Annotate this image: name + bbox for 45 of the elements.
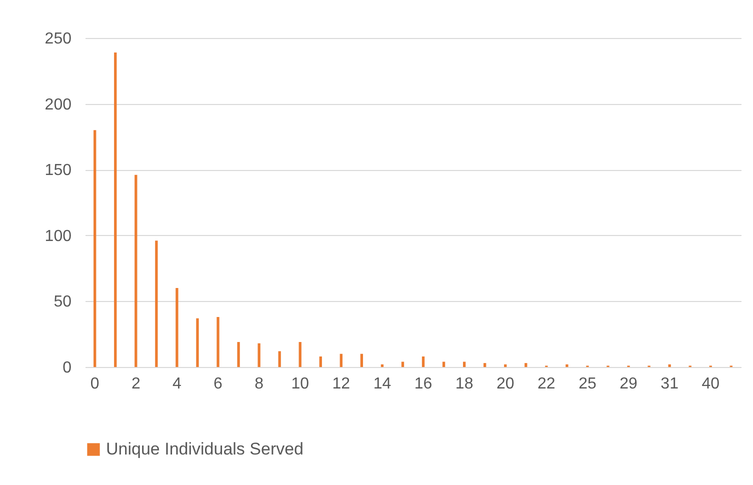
- x-tick-label: 29: [620, 376, 638, 392]
- bar: [134, 174, 138, 367]
- x-tick-label: 40: [702, 376, 720, 392]
- x-tick-label: 18: [455, 376, 474, 392]
- bar: [401, 362, 404, 367]
- bar: [278, 351, 281, 367]
- bar: [155, 240, 158, 367]
- x-tick-label: 4: [172, 376, 182, 392]
- x-tick-label: 20: [496, 376, 514, 392]
- bar: [114, 52, 117, 367]
- bar: [94, 130, 96, 367]
- x-tick-label: 2: [131, 376, 140, 392]
- x-tick-label: 25: [578, 376, 596, 392]
- bar: [442, 362, 446, 367]
- bar: [340, 354, 342, 367]
- bar: [176, 288, 178, 367]
- bar: [524, 363, 528, 367]
- bar: [462, 362, 466, 367]
- x-tick-label: 10: [291, 376, 310, 392]
- bar: [258, 343, 260, 367]
- y-tick-label: 0: [62, 360, 72, 376]
- y-tick-label: 50: [54, 294, 72, 311]
- bar: [319, 356, 322, 367]
- bar: [422, 356, 425, 367]
- bar: [298, 342, 302, 367]
- bar: [216, 316, 220, 367]
- x-tick-label: 31: [660, 376, 679, 392]
- y-tick-label: 150: [44, 162, 72, 180]
- x-tick-label: 22: [538, 376, 556, 392]
- x-tick-label: 8: [254, 376, 264, 392]
- y-tick-label: 200: [44, 96, 72, 114]
- y-tick-label: 100: [44, 228, 72, 245]
- bar: [237, 342, 240, 367]
- y-tick-label: 250: [44, 30, 72, 48]
- x-tick-label: 14: [373, 376, 392, 392]
- bar: [668, 364, 671, 367]
- bar: [196, 318, 199, 367]
- x-tick-label: 12: [332, 376, 350, 392]
- legend-label: Unique Individuals Served: [106, 440, 304, 458]
- bar: [566, 364, 568, 367]
- x-tick-label: 0: [90, 376, 100, 392]
- bar: [484, 363, 486, 367]
- x-tick-label: 16: [414, 376, 432, 392]
- x-tick-label: 6: [214, 376, 223, 392]
- bar: [360, 354, 364, 367]
